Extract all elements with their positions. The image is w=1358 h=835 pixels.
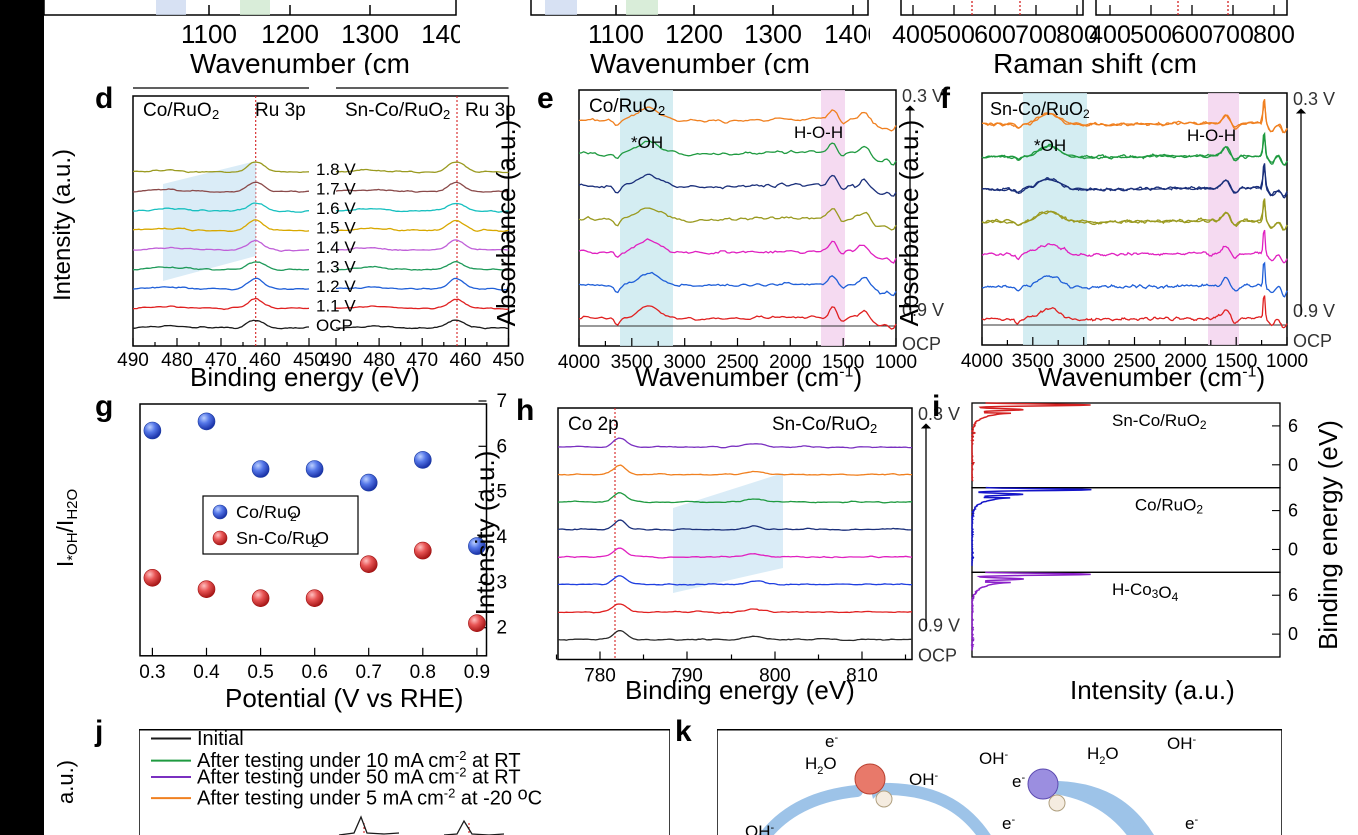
svg-text:800: 800 <box>1253 21 1295 49</box>
svg-text:Ru 3p: Ru 3p <box>255 100 306 121</box>
svg-text:0.9: 0.9 <box>463 661 489 682</box>
svg-text:Raman shift (cm: Raman shift (cm <box>993 48 1197 75</box>
svg-text:450: 450 <box>493 350 525 371</box>
svg-text:Co 2p: Co 2p <box>568 414 619 435</box>
svg-text:600: 600 <box>1171 21 1213 49</box>
svg-text:490: 490 <box>117 350 149 371</box>
svg-text:2: 2 <box>658 103 665 118</box>
svg-text:After testing under 5 mA cm-2: After testing under 5 mA cm-2 at -20 oC <box>197 784 542 810</box>
svg-text:700: 700 <box>1015 21 1057 49</box>
svg-text:Intensity (a.u.): Intensity (a.u.) <box>49 149 76 301</box>
svg-text:e-: e- <box>1012 772 1025 791</box>
svg-text:Sn-Co/RuO2: Sn-Co/RuO2 <box>1112 411 1207 432</box>
svg-text:Sn-Co/RuO: Sn-Co/RuO <box>990 99 1083 119</box>
svg-text:4000: 4000 <box>558 352 600 373</box>
svg-text:0: 0 <box>1288 539 1298 559</box>
svg-text:1200: 1200 <box>665 19 723 49</box>
svg-text:780: 780 <box>584 665 616 686</box>
svg-text:2: 2 <box>443 107 450 122</box>
svg-text:H2O: H2O <box>805 754 837 777</box>
svg-text:6: 6 <box>1288 501 1298 521</box>
svg-text:6: 6 <box>1288 416 1298 436</box>
svg-text:1.6 V: 1.6 V <box>316 199 356 218</box>
svg-text:1300: 1300 <box>744 19 802 49</box>
svg-text:a.u.): a.u.) <box>53 760 78 804</box>
svg-text:600: 600 <box>974 21 1016 49</box>
svg-text:OH-: OH- <box>745 822 775 835</box>
svg-text:1000: 1000 <box>875 352 917 373</box>
svg-text:H-O-H: H-O-H <box>1187 126 1236 145</box>
svg-text:0.9 V: 0.9 V <box>1293 301 1335 321</box>
svg-text:1.1 V: 1.1 V <box>316 297 356 316</box>
svg-text:2: 2 <box>290 509 297 523</box>
svg-text:OH-: OH- <box>1167 734 1197 753</box>
svg-text:0: 0 <box>1288 624 1298 644</box>
svg-text:500: 500 <box>1130 21 1172 49</box>
svg-text:1.5 V: 1.5 V <box>316 219 356 238</box>
svg-text:0.5: 0.5 <box>247 661 273 682</box>
svg-text:0.3: 0.3 <box>139 661 165 682</box>
svg-text:e-: e- <box>1185 814 1198 833</box>
svg-text:1.8 V: 1.8 V <box>316 160 356 179</box>
svg-text:OH-: OH- <box>979 749 1009 768</box>
svg-text:Co/RuO: Co/RuO <box>589 96 658 117</box>
svg-text:1100: 1100 <box>588 19 644 49</box>
svg-text:0.4: 0.4 <box>193 661 219 682</box>
svg-text:0.9 V: 0.9 V <box>918 615 960 635</box>
svg-text:1.7 V: 1.7 V <box>316 180 356 199</box>
svg-text:OCP: OCP <box>1293 331 1332 351</box>
svg-text:1000: 1000 <box>1266 351 1308 372</box>
svg-text:1400: 1400 <box>824 19 870 49</box>
svg-text:400: 400 <box>1089 21 1131 49</box>
svg-text:1.3 V: 1.3 V <box>316 258 356 277</box>
svg-text:Binding energy (eV): Binding energy (eV) <box>1313 420 1343 650</box>
svg-text:H-O-H: H-O-H <box>794 123 843 142</box>
svg-text:1.4 V: 1.4 V <box>316 238 356 257</box>
svg-text:e-: e- <box>825 732 838 751</box>
svg-text:OH-: OH- <box>909 770 939 789</box>
svg-text:Co/RuO2: Co/RuO2 <box>1135 496 1203 517</box>
svg-text:Sn-Co/RuO: Sn-Co/RuO <box>345 100 443 121</box>
svg-text:Wavenumber (cm: Wavenumber (cm <box>190 48 410 75</box>
svg-text:Intensity (a.u.): Intensity (a.u.) <box>470 451 500 616</box>
svg-text:*OH: *OH <box>631 133 663 152</box>
svg-text:0.7: 0.7 <box>355 661 381 682</box>
svg-text:Wavenumber (cm: Wavenumber (cm <box>590 48 810 75</box>
svg-text:*OH: *OH <box>1034 136 1066 155</box>
svg-text:1300: 1300 <box>341 19 399 49</box>
svg-text:1.2 V: 1.2 V <box>316 277 356 296</box>
svg-text:1200: 1200 <box>261 19 319 49</box>
svg-text:Absorbance (a.u.): Absorbance (a.u.) <box>894 120 924 327</box>
svg-text:2: 2 <box>312 535 319 549</box>
svg-text:OCP: OCP <box>918 645 957 665</box>
svg-text:480: 480 <box>161 350 193 371</box>
svg-text:0.3 V: 0.3 V <box>1293 89 1335 109</box>
svg-text:Initial: Initial <box>197 729 244 750</box>
svg-text:2: 2 <box>870 421 877 436</box>
svg-text:0.8: 0.8 <box>409 661 435 682</box>
svg-text:1400: 1400 <box>421 19 460 49</box>
svg-text:500: 500 <box>933 21 975 49</box>
svg-text:400: 400 <box>892 21 934 49</box>
svg-text:6: 6 <box>1288 585 1298 605</box>
svg-text:After testing under 50 mA cm-2: After testing under 50 mA cm-2 at RT <box>197 765 521 789</box>
svg-text:0.6: 0.6 <box>301 661 327 682</box>
svg-text:Co/RuO: Co/RuO <box>143 100 212 121</box>
svg-text:4000: 4000 <box>961 351 1003 372</box>
svg-text:H-Co3O4: H-Co3O4 <box>1112 580 1179 604</box>
svg-text:e-: e- <box>1002 814 1015 833</box>
svg-text:I*OH/IH2O: I*OH/IH2O <box>52 489 81 567</box>
svg-text:Sn-Co/RuO: Sn-Co/RuO <box>772 414 870 435</box>
svg-text:2: 2 <box>212 107 219 122</box>
svg-text:700: 700 <box>1212 21 1254 49</box>
svg-text:460: 460 <box>450 350 482 371</box>
svg-text:2: 2 <box>1083 107 1090 121</box>
svg-text:OCP: OCP <box>316 316 353 335</box>
svg-text:H2O: H2O <box>1087 744 1119 767</box>
svg-text:Absorbance (a.u.): Absorbance (a.u.) <box>491 120 521 327</box>
svg-text:1100: 1100 <box>181 19 237 49</box>
svg-text:0: 0 <box>1288 455 1298 475</box>
